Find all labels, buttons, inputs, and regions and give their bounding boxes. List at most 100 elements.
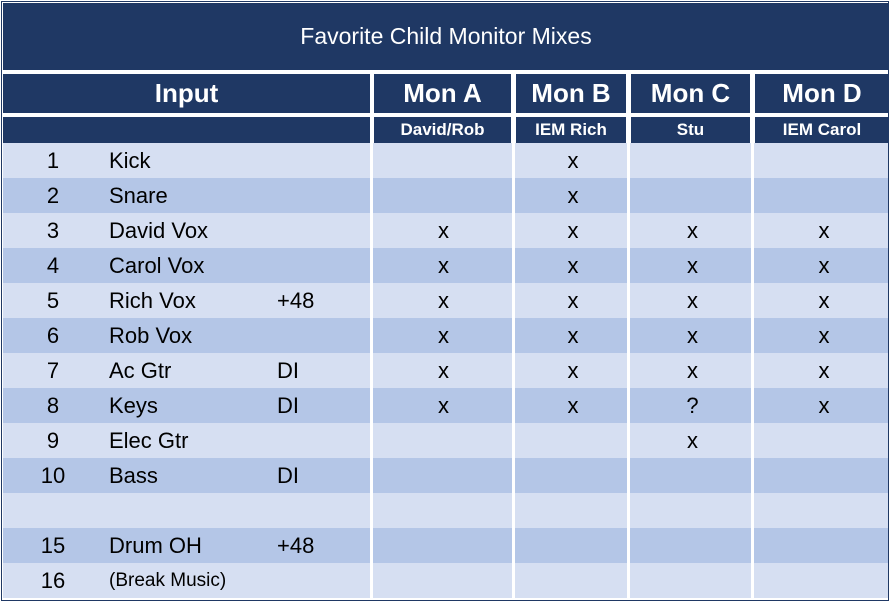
mark-mon-c: x [687, 217, 698, 243]
table-row: 2 Snare x [3, 178, 889, 213]
mark-mon-c: x [687, 322, 698, 348]
mark-mon-d [756, 143, 892, 178]
mark-mon-b [517, 423, 629, 458]
column-divider [751, 143, 754, 601]
mark-mon-a: x [438, 322, 449, 348]
header-mon-a: Mon A [374, 74, 511, 113]
input-note: +48 [277, 532, 315, 558]
mark-mon-a: x [438, 392, 449, 418]
mark-mon-a [373, 143, 514, 178]
input-note [277, 248, 337, 283]
sheet-title: Favorite Child Monitor Mixes [3, 3, 889, 70]
mark-mon-b: x [567, 252, 579, 278]
channel-number: 16 [40, 567, 66, 593]
mark-mon-b: x [567, 357, 579, 383]
mark-mon-d [756, 563, 892, 598]
channel-number: 7 [46, 357, 60, 383]
mark-mon-d [756, 493, 892, 528]
mark-mon-c [632, 178, 753, 213]
mark-mon-b: x [567, 147, 579, 173]
subheader-mon-a: David/Rob [374, 117, 511, 143]
table-row: 1 Kick x [3, 143, 889, 178]
input-name: Kick [109, 147, 151, 173]
header-input: Input [3, 74, 370, 113]
mark-mon-d [756, 423, 892, 458]
subheader-input-blank [3, 117, 370, 143]
header-mon-c: Mon C [631, 74, 750, 113]
header-mon-d: Mon D [755, 74, 889, 113]
input-name: Snare [109, 182, 168, 208]
column-divider [370, 143, 373, 601]
mark-mon-d: x [818, 252, 830, 278]
input-name: Carol Vox [109, 252, 205, 278]
input-note [277, 213, 337, 248]
input-name: Bass [109, 462, 158, 488]
mark-mon-a [373, 493, 514, 528]
channel-number: 2 [46, 182, 60, 208]
channel-number: 9 [46, 427, 60, 453]
table-row: 10 Bass DI [3, 458, 889, 493]
mark-mon-b [517, 563, 629, 598]
input-note: DI [277, 357, 299, 383]
input-name: Drum OH [109, 532, 202, 558]
channel-number: 15 [40, 532, 66, 558]
column-divider [627, 143, 630, 601]
channel-number: 10 [40, 462, 66, 488]
mark-mon-a: x [438, 287, 449, 313]
input-note: DI [277, 392, 299, 418]
mark-mon-d: x [818, 357, 830, 383]
channel-number: 6 [46, 322, 60, 348]
mark-mon-d: x [818, 392, 830, 418]
mark-mon-d [756, 178, 892, 213]
mark-mon-b: x [567, 217, 579, 243]
mark-mon-c: x [687, 357, 698, 383]
input-name: Elec Gtr [109, 427, 189, 453]
input-note [277, 318, 337, 353]
channel-number [25, 493, 81, 528]
mark-mon-c [632, 458, 753, 493]
table-row: 3 David Vox x x x x [3, 213, 889, 248]
mark-mon-c: x [687, 287, 698, 313]
input-name: Ac Gtr [109, 357, 172, 383]
table-row: 7 Ac Gtr DI x x x x [3, 353, 889, 388]
input-note [277, 563, 337, 598]
input-note: +48 [277, 287, 315, 313]
mark-mon-d: x [818, 217, 830, 243]
mark-mon-c: x [687, 252, 698, 278]
subheader-mon-c: Stu [631, 117, 750, 143]
table-row: 5 Rich Vox +48 x x x x [3, 283, 889, 318]
input-note [277, 178, 337, 213]
mark-mon-b: x [567, 392, 579, 418]
table-row: 9 Elec Gtr x [3, 423, 889, 458]
subheader-mon-d: IEM Carol [755, 117, 889, 143]
channel-number: 3 [46, 217, 60, 243]
mark-mon-c: x [687, 427, 698, 453]
channel-number: 1 [46, 147, 60, 173]
channel-number: 4 [46, 252, 60, 278]
mark-mon-c [632, 493, 753, 528]
input-name: Keys [109, 392, 158, 418]
mark-mon-b [517, 493, 629, 528]
channel-number: 8 [46, 392, 60, 418]
channel-number: 5 [46, 287, 60, 313]
input-name: (Break Music) [109, 569, 227, 591]
mark-mon-d: x [818, 287, 830, 313]
mark-mon-a [373, 458, 514, 493]
input-name: David Vox [109, 217, 209, 243]
table-row: 6 Rob Vox x x x x [3, 318, 889, 353]
mark-mon-b: x [567, 287, 579, 313]
input-note: DI [277, 462, 299, 488]
mark-mon-b: x [567, 322, 579, 348]
table-row: 16 (Break Music) [3, 563, 889, 598]
header-mon-b: Mon B [516, 74, 626, 113]
mark-mon-a [373, 528, 514, 563]
mark-mon-a: x [438, 357, 449, 383]
input-name: Rich Vox [109, 287, 196, 313]
input-note [277, 143, 337, 178]
table-row: 15 Drum OH +48 [3, 528, 889, 563]
mark-mon-a: x [438, 217, 449, 243]
mark-mon-c [632, 563, 753, 598]
mark-mon-b [517, 528, 629, 563]
subheader-mon-b: IEM Rich [516, 117, 626, 143]
